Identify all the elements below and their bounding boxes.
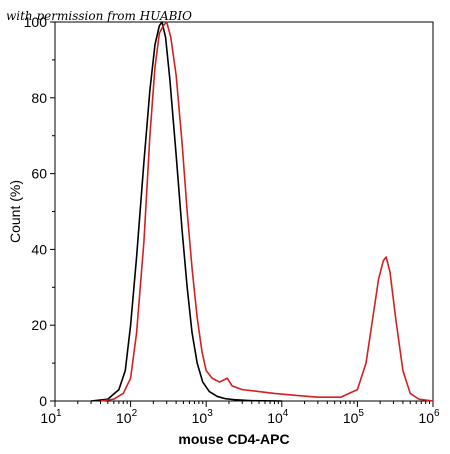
y-tick-label: 80 xyxy=(31,90,47,106)
x-tick-base: 10 xyxy=(418,410,434,426)
y-tick-label: 20 xyxy=(31,317,47,333)
x-tick-exponent: 3 xyxy=(207,408,213,419)
plot-border xyxy=(54,21,434,402)
x-tick-base: 10 xyxy=(343,410,359,426)
x-tick-base: 10 xyxy=(116,410,132,426)
y-axis: 0 20 40 60 80 100 xyxy=(24,14,55,409)
series-line-2 xyxy=(100,21,434,402)
x-tick-exponent: 2 xyxy=(132,408,138,419)
x-tick-exponent: 4 xyxy=(283,408,289,419)
x-tick-label: 101 xyxy=(40,408,62,426)
x-tick-label: 102 xyxy=(116,408,138,426)
series-line-1 xyxy=(90,21,282,402)
y-tick-label: 0 xyxy=(39,393,47,409)
x-tick-label: 103 xyxy=(192,408,214,426)
x-axis-title: mouse CD4-APC xyxy=(178,431,289,447)
y-tick-label: 100 xyxy=(24,14,48,30)
watermark-text: with permission from HUABIO xyxy=(6,9,192,23)
y-axis-title: Count (%) xyxy=(7,180,23,243)
x-tick-base: 10 xyxy=(40,410,56,426)
x-tick-exponent: 1 xyxy=(56,408,62,419)
x-tick-exponent: 5 xyxy=(358,408,364,419)
x-tick-label: 104 xyxy=(267,408,289,426)
x-axis: 101 102 103 104 105 106 xyxy=(40,401,440,426)
x-tick-label: 105 xyxy=(343,408,365,426)
plot-frame xyxy=(54,21,434,402)
y-tick-label: 60 xyxy=(31,166,47,182)
y-tick-label: 40 xyxy=(31,241,47,257)
series-layer xyxy=(90,21,434,402)
x-tick-base: 10 xyxy=(192,410,208,426)
x-tick-label: 106 xyxy=(418,408,440,426)
x-tick-base: 10 xyxy=(267,410,283,426)
x-tick-exponent: 6 xyxy=(434,408,440,419)
